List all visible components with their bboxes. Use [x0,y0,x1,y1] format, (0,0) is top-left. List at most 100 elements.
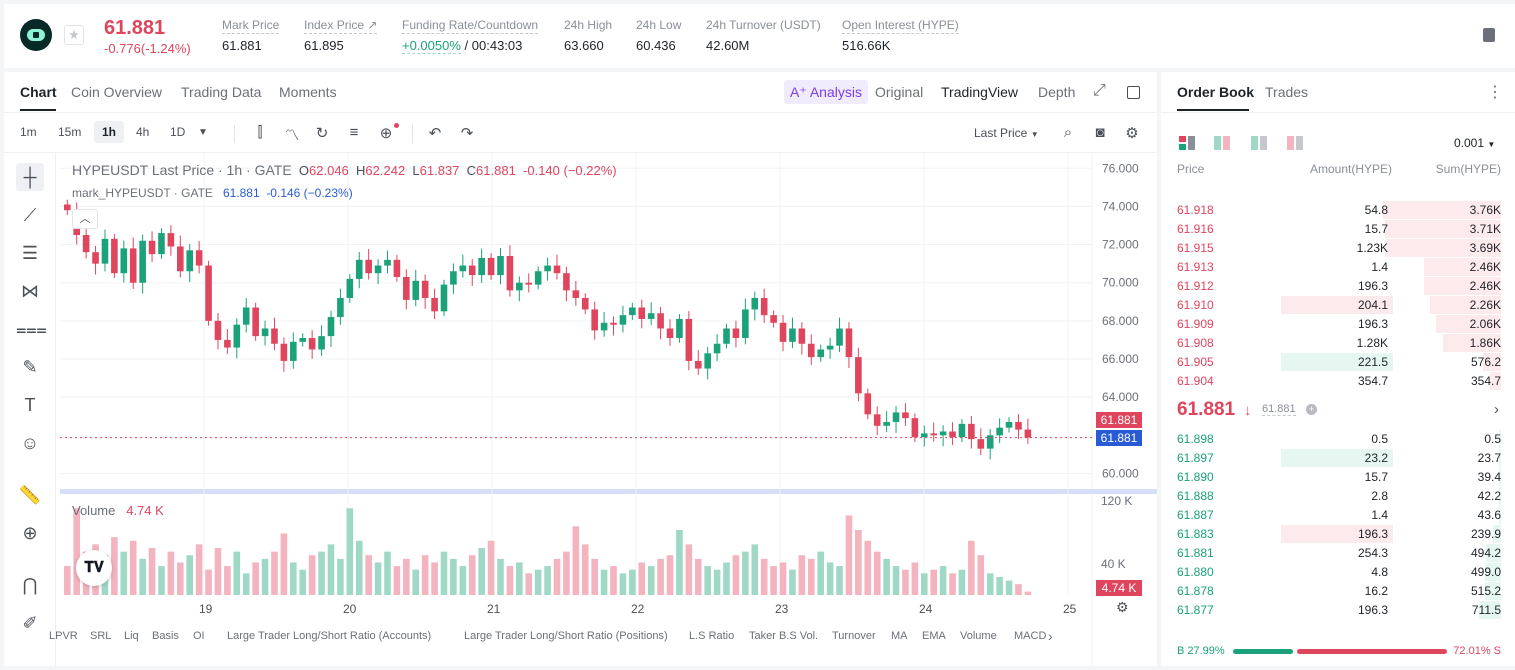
view-depth[interactable]: Depth [1038,84,1076,100]
search-icon[interactable]: ⌕ [1063,124,1073,141]
view-tradingview[interactable]: TradingView [941,84,1019,100]
indicator-large-trader-long-short-ratio-positions-[interactable]: Large Trader Long/Short Ratio (Positions… [464,630,668,642]
more-options-icon[interactable]: ⋮ [1487,84,1503,101]
lock-drawings-icon[interactable]: ✐ [22,613,38,633]
bid-row[interactable]: 61.890 15.7 39.4 [1161,467,1515,486]
ask-row[interactable]: 61.912 196.3 2.46K [1161,276,1515,295]
stat-open-interest[interactable]: Open Interest (HYPE) 516.66K [842,18,959,53]
bid-row[interactable]: 61.887 1.4 43.6 [1161,505,1515,524]
fib-icon[interactable]: ⩶ [16,319,47,339]
tradingview-logo[interactable]: 𝐓𝐕 [76,550,112,586]
stat-mark-price[interactable]: Mark Price 61.881 [222,18,280,53]
ask-row[interactable]: 61.916 15.7 3.71K [1161,219,1515,238]
interval-1d[interactable]: 1D [170,125,186,139]
time-tick-label: 23 [775,602,789,616]
bid-price: 61.887 [1177,508,1214,522]
indicator-lpvr[interactable]: LPVR [49,630,78,642]
bid-row[interactable]: 61.877 196.3 711.5 [1161,600,1515,619]
add-alert-icon[interactable]: ⊕ [379,125,393,142]
price-source-select[interactable]: Last Price ▼ [974,126,1039,140]
bid-row[interactable]: 61.898 0.5 0.5 [1161,429,1515,448]
zoom-in-icon[interactable]: ⊕ [22,523,38,543]
ruler-icon[interactable]: 📏 [18,485,42,505]
ai-analysis-button[interactable]: A⁺ Analysis [784,80,868,104]
tab-trades[interactable]: Trades [1265,84,1309,100]
ask-row[interactable]: 61.904 354.7 354.7 [1161,371,1515,390]
indicator-ema[interactable]: EMA [922,630,946,642]
notes-icon[interactable] [1483,28,1495,42]
view-both-icon[interactable] [1179,136,1195,150]
magnet-icon[interactable]: ⋂ [22,575,38,595]
stat-funding-rate[interactable]: Funding Rate/Countdown +0.0050% / 00:43:… [402,18,539,54]
indicator-srl[interactable]: SRL [90,630,112,642]
interval-dropdown-icon[interactable]: ▼ [198,127,208,138]
ask-row[interactable]: 61.915 1.23K 3.69K [1161,238,1515,257]
candle-body [770,315,777,323]
interval-4h[interactable]: 4h [136,125,150,139]
bid-row[interactable]: 61.883 196.3 239.9 [1161,524,1515,543]
indicator-taker-b-s-vol-[interactable]: Taker B.S Vol. [749,630,819,642]
interval-1h[interactable]: 1h [94,121,125,143]
settings-gear-icon[interactable]: ⚙ [1116,599,1129,615]
favorite-star-icon[interactable]: ★ [64,25,84,45]
tab-chart[interactable]: Chart [20,84,57,100]
ask-row[interactable]: 61.918 54.8 3.76K [1161,200,1515,219]
bid-row[interactable]: 61.881 254.3 494.2 [1161,543,1515,562]
emoji-icon[interactable]: ☺ [20,433,40,453]
templates-icon[interactable]: ≡ [349,124,359,141]
bid-row[interactable]: 61.878 16.2 515.2 [1161,581,1515,600]
expand-icon[interactable]: ⤢ [1093,82,1106,99]
trend-line-icon[interactable]: ⟋ [23,205,37,225]
redo-icon[interactable]: ↷ [460,125,474,142]
chevron-right-icon[interactable]: › [1494,401,1499,418]
ask-row[interactable]: 61.909 196.3 2.06K [1161,314,1515,333]
candle-body [506,256,514,291]
ask-row[interactable]: 61.905 221.5 576.2 [1161,352,1515,371]
indicator-basis[interactable]: Basis [152,630,179,642]
indicator-turnover[interactable]: Turnover [832,630,876,642]
ask-row[interactable]: 61.910 204.1 2.26K [1161,295,1515,314]
collapse-legend-button[interactable]: ︿ [72,209,98,229]
indicator-macd[interactable]: MACD [1014,630,1047,642]
view-both-alt-icon[interactable] [1214,136,1230,150]
view-asks-icon[interactable] [1287,136,1303,150]
bid-row[interactable]: 61.880 4.8 499.0 [1161,562,1515,581]
fullscreen-icon[interactable] [1127,86,1140,99]
indicator-l-s-ratio[interactable]: L.S Ratio [689,630,735,642]
ask-row[interactable]: 61.913 1.4 2.46K [1161,257,1515,276]
chevron-right-icon[interactable]: › [1048,628,1053,644]
replay-icon[interactable]: ↻ [315,125,329,142]
indicator-oi[interactable]: OI [193,630,205,642]
indicators-icon[interactable]: 〽 [284,127,300,144]
view-original[interactable]: Original [875,84,924,100]
pattern-icon[interactable]: ⋈ [21,281,39,301]
view-bids-icon[interactable] [1251,136,1267,150]
indicator-large-trader-long-short-ratio-accounts-[interactable]: Large Trader Long/Short Ratio (Accounts) [227,630,432,642]
crosshair-icon[interactable]: ┼ [16,163,44,191]
volume-bar [384,551,391,595]
tab-coin-overview[interactable]: Coin Overview [71,84,163,100]
gear-icon[interactable]: ⚙ [1125,125,1139,142]
chart-canvas[interactable]: 76.000 74.000 72.000 70.000 68.000 66.000 64.0… [60,153,1157,666]
camera-icon[interactable]: ◙ [1095,124,1105,141]
horizontal-lines-icon[interactable]: ☰ [21,243,39,263]
precision-select[interactable]: 0.001 ▼ [1454,136,1495,150]
tab-order-book[interactable]: Order Book [1177,84,1255,100]
stat-index-price[interactable]: Index Price ↗ 61.895 [304,18,378,53]
interval-1m[interactable]: 1m [20,125,37,139]
interval-15m[interactable]: 15m [58,125,82,139]
indicator-ma[interactable]: MA [891,630,908,642]
brush-icon[interactable]: ✎ [22,357,38,377]
info-icon[interactable]: + [1306,404,1317,415]
bid-row[interactable]: 61.888 2.8 42.2 [1161,486,1515,505]
ask-row[interactable]: 61.908 1.28K 1.86K [1161,333,1515,352]
indicator-liq[interactable]: Liq [124,630,139,642]
indicator-volume[interactable]: Volume [960,630,997,642]
bid-row[interactable]: 61.897 23.2 23.7 [1161,448,1515,467]
tab-trading-data[interactable]: Trading Data [181,84,262,100]
undo-icon[interactable]: ↶ [428,125,442,142]
price-chart[interactable]: 76.000 74.000 72.000 70.000 68.000 66.000 64.0… [60,153,1157,666]
text-tool-icon[interactable]: T [24,395,36,415]
tab-moments[interactable]: Moments [279,84,337,100]
candle-type-icon[interactable]: ⫿ [257,124,263,141]
